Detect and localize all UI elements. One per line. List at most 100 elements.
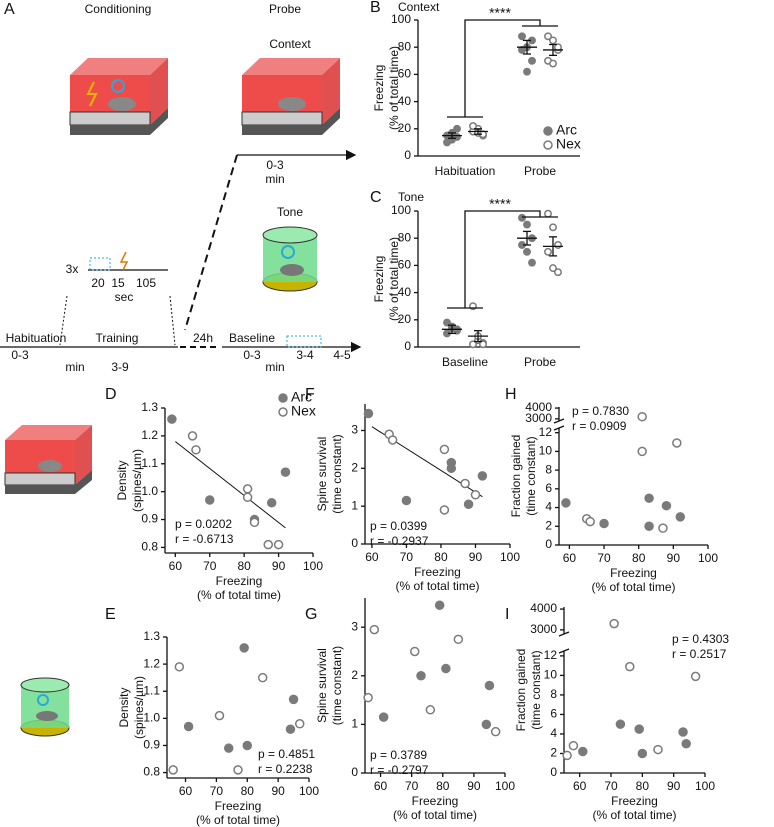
stat-annotation: p = 0.0202 [175, 517, 232, 531]
label: 20 [91, 276, 105, 290]
x-tick-label: 60 [374, 779, 388, 793]
label: 3-4 [296, 348, 314, 362]
y-tick-label: 0.9 [141, 512, 158, 526]
point [470, 490, 481, 500]
y-tick-label: 2 [351, 460, 358, 474]
point [675, 512, 686, 522]
zoom-line [169, 295, 176, 346]
point [280, 467, 291, 477]
y-tick-label: 0.8 [141, 540, 158, 554]
point [544, 247, 552, 256]
chart-title: Tone [398, 190, 424, 204]
stat-annotation: p = 0.3789 [370, 748, 427, 762]
context-box [4, 425, 92, 494]
point [523, 247, 531, 256]
y-tick-label: 3 [351, 423, 358, 437]
x-tick-label: 100 [495, 779, 515, 793]
point [242, 484, 253, 494]
y-tick-label: 6 [545, 481, 552, 495]
significance-label: **** [489, 196, 511, 212]
x-tick-label: 70 [597, 551, 611, 565]
point [528, 56, 536, 65]
y-tick-label: 40 [398, 94, 412, 108]
point [481, 719, 492, 730]
x-tick-label: 90 [271, 784, 285, 798]
point [490, 726, 501, 737]
y-tick-label: 60 [398, 67, 412, 81]
tone-window [89, 257, 111, 271]
label: Training [96, 331, 139, 345]
y-tick-label: 0.9 [143, 738, 160, 752]
stat-annotation: r = 0.0909 [572, 419, 627, 433]
point [425, 705, 436, 715]
x-tick-label: 90 [667, 551, 681, 565]
x-tick-label: 90 [469, 550, 483, 564]
point [266, 498, 277, 508]
point [187, 431, 198, 441]
point [439, 505, 450, 515]
axis-break [553, 418, 565, 431]
point [637, 748, 648, 759]
point [568, 740, 579, 751]
significance-bracket [447, 210, 558, 309]
y-tick-label: 8 [550, 687, 557, 701]
point [387, 435, 398, 445]
y-tick-label: 1.2 [141, 428, 158, 442]
x-tick-label: 60 [365, 550, 379, 564]
point [363, 408, 374, 419]
label: 24h [193, 331, 213, 345]
x-tick-label: 100 [299, 784, 319, 798]
point [263, 539, 274, 550]
point [242, 492, 253, 502]
point [416, 671, 426, 681]
y-tick-label: 1.0 [141, 484, 158, 498]
point [637, 446, 647, 457]
point [257, 672, 268, 683]
point [681, 738, 691, 749]
point [168, 765, 178, 775]
x-tick-label: 80 [237, 559, 251, 573]
point [644, 493, 654, 503]
point [214, 710, 225, 721]
y-tick-label: 20 [398, 312, 412, 326]
point [443, 318, 451, 327]
y-axis-label: (% of total time) [387, 237, 401, 321]
y-tick-label: 80 [398, 39, 412, 53]
point [549, 264, 557, 273]
tone-cylinder [262, 226, 318, 292]
panel-letter: E [105, 606, 116, 623]
point [599, 518, 609, 529]
y-axis-label: (spines/µm) [132, 676, 146, 739]
point [523, 220, 531, 229]
y-tick-label: 4 [550, 726, 557, 740]
stat-annotation: p = 0.4303 [672, 632, 729, 646]
y-tick-label: 1.3 [143, 629, 160, 643]
tone-window [286, 335, 322, 348]
point [288, 694, 299, 705]
y-tick-label: 0 [404, 148, 411, 162]
label: 15 [111, 276, 125, 290]
point [453, 634, 464, 645]
point [434, 600, 445, 611]
x-axis-label: (% of total time) [393, 808, 477, 822]
y-tick-label: 6 [550, 707, 557, 721]
legend-label: Arc [291, 389, 312, 405]
legend-marker [543, 126, 553, 136]
point [523, 67, 531, 76]
y-axis-label: Density [115, 460, 129, 500]
label: 4-5 [333, 348, 351, 362]
y-tick-label: 1.0 [143, 711, 160, 725]
y-tick-label: 1.3 [141, 400, 158, 414]
panel-letter: F [305, 386, 315, 403]
point [549, 59, 557, 68]
diagram: A Conditioning Probe Context 0-3 min Ton… [0, 1, 362, 737]
y-tick-label: 3000 [525, 411, 552, 425]
point [561, 498, 571, 508]
y-axis-label: (spines/µm) [130, 449, 144, 512]
point [609, 618, 619, 629]
x-axis-label: (% of total time) [197, 588, 281, 602]
point [441, 663, 451, 674]
point [183, 721, 194, 732]
stat-annotation: p = 0.4851 [258, 747, 315, 761]
